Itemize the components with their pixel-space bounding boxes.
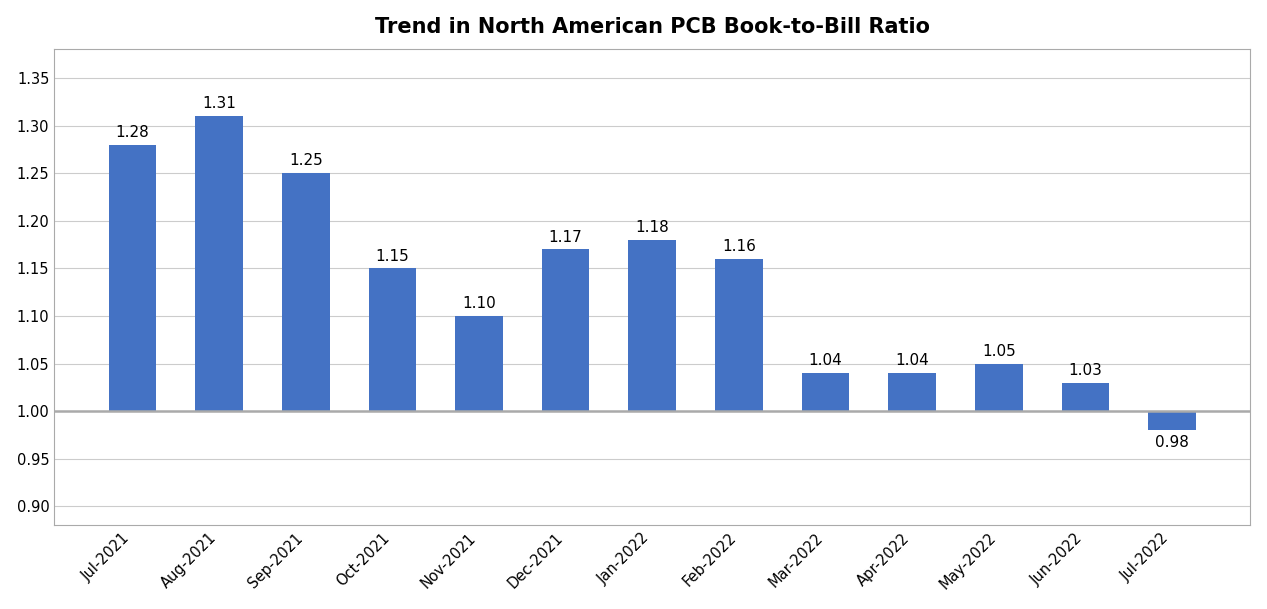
Text: 1.05: 1.05 [982, 344, 1016, 359]
Text: 0.98: 0.98 [1156, 435, 1188, 450]
Bar [628, 240, 677, 411]
Bar [542, 249, 589, 411]
Text: 1.31: 1.31 [203, 96, 236, 111]
Text: 1.25: 1.25 [289, 153, 323, 168]
Text: 1.10: 1.10 [462, 296, 495, 311]
Text: 1.18: 1.18 [636, 220, 669, 235]
Bar [283, 173, 329, 411]
Text: 1.04: 1.04 [808, 353, 843, 368]
Bar [802, 373, 849, 411]
Bar [1062, 382, 1110, 411]
Bar [976, 364, 1022, 411]
Text: 1.17: 1.17 [549, 230, 583, 245]
Text: 1.03: 1.03 [1068, 363, 1102, 378]
Bar [195, 116, 243, 411]
Bar [1148, 411, 1196, 430]
Bar [888, 373, 936, 411]
Bar [109, 144, 156, 411]
Title: Trend in North American PCB Book-to-Bill Ratio: Trend in North American PCB Book-to-Bill… [375, 16, 930, 37]
Text: 1.28: 1.28 [115, 125, 150, 140]
Text: 1.16: 1.16 [722, 239, 756, 254]
Bar [369, 269, 417, 411]
Bar [715, 259, 763, 411]
Text: 1.04: 1.04 [896, 353, 929, 368]
Bar [455, 316, 503, 411]
Text: 1.15: 1.15 [375, 248, 409, 264]
